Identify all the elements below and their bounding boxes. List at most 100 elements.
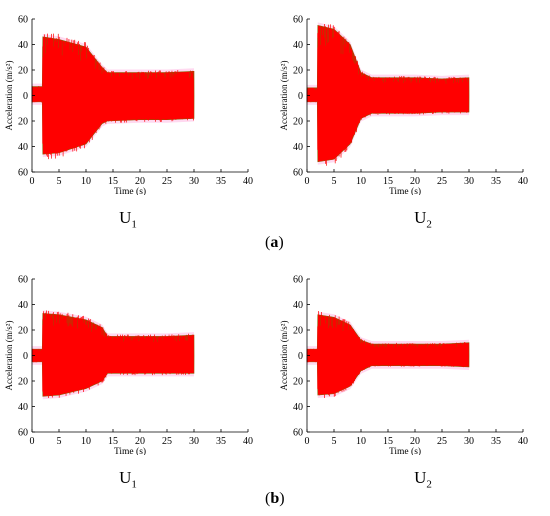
y-tick-label: 0 — [23, 91, 28, 102]
x-tick-label: 10 — [81, 436, 91, 447]
figure-label-letter: b — [270, 490, 280, 507]
x-tick-label: 10 — [356, 176, 366, 187]
x-tick-label: 40 — [243, 436, 253, 447]
y-tick-label: 60 — [18, 428, 28, 439]
x-tick-label: 5 — [332, 436, 337, 447]
y-tick-label: 60 — [293, 15, 303, 26]
y-tick-label: 40 — [18, 142, 28, 153]
y-axis-title: Acceleration (m/s²) — [279, 61, 289, 131]
x-tick-label: 0 — [305, 176, 310, 187]
y-axis-title: Acceleration (m/s²) — [4, 321, 14, 391]
y-tick-label: 20 — [293, 326, 303, 337]
y-tick-label: 20 — [18, 117, 28, 128]
y-tick-label: 0 — [298, 91, 303, 102]
x-tick-label: 25 — [162, 176, 172, 187]
figure-label-a: (a) — [265, 234, 284, 251]
x-tick-label: 5 — [332, 176, 337, 187]
panel-label-text: U — [414, 208, 427, 227]
y-tick-label: 40 — [18, 402, 28, 413]
chart-panel-b-u1: 60 40 20 0 20 40 60 0 5 10 15 20 25 30 35 40 Time (s) Acc… — [0, 265, 275, 456]
x-tick-label: 15 — [383, 436, 393, 447]
panel-label-subscript: 1 — [131, 218, 137, 231]
y-tick-label: 20 — [293, 377, 303, 388]
y-tick-label: 60 — [18, 15, 28, 26]
y-tick-label: 40 — [293, 40, 303, 51]
y-tick-label: 40 — [18, 40, 28, 51]
panel-label-text: U — [119, 208, 132, 227]
x-tick-label: 0 — [30, 176, 35, 187]
x-tick-label: 10 — [81, 176, 91, 187]
signal-spikes — [306, 311, 469, 399]
x-tick-label: 15 — [383, 176, 393, 187]
panel-label-b-u1: U1 — [88, 468, 168, 490]
y-tick-label: 40 — [293, 300, 303, 311]
y-tick-label: 60 — [293, 275, 303, 286]
x-tick-label: 30 — [464, 436, 474, 447]
y-tick-label: 0 — [23, 351, 28, 362]
y-axis-title: Acceleration (m/s²) — [4, 61, 14, 131]
y-tick-label: 20 — [293, 117, 303, 128]
chart-panel-a-u2: 60 40 20 0 20 40 60 0 5 10 15 20 25 30 35 40 Time (s) Acc… — [275, 5, 550, 196]
x-tick-label: 20 — [410, 436, 420, 447]
x-tick-label: 0 — [305, 436, 310, 447]
y-tick-label: 40 — [18, 300, 28, 311]
x-tick-label: 0 — [30, 436, 35, 447]
signal-spikes — [31, 33, 194, 160]
figure-label-b: (b) — [265, 490, 285, 507]
y-tick-label: 40 — [293, 402, 303, 413]
x-tick-label: 25 — [162, 436, 172, 447]
x-tick-label: 5 — [57, 436, 62, 447]
panel-label-subscript: 2 — [426, 218, 432, 231]
x-axis-title: Time (s) — [114, 186, 146, 195]
x-tick-label: 35 — [491, 436, 501, 447]
signal-spikes — [31, 310, 194, 398]
chart-panel-a-u1: 60 40 20 0 20 40 60 0 5 10 15 20 25 30 35 40 Time (s) Acc… — [0, 5, 275, 196]
y-tick-label: 60 — [293, 428, 303, 439]
y-tick-label: 20 — [18, 377, 28, 388]
chart-panel-b-u2: 60 40 20 0 20 40 60 0 5 10 15 20 25 30 35 40 Time (s) Acc… — [275, 265, 550, 456]
x-tick-label: 20 — [135, 176, 145, 187]
x-tick-label: 5 — [57, 176, 62, 187]
y-tick-label: 20 — [18, 66, 28, 77]
x-tick-label: 40 — [518, 176, 528, 187]
x-tick-label: 35 — [216, 176, 226, 187]
y-tick-label: 20 — [293, 66, 303, 77]
x-tick-label: 35 — [491, 176, 501, 187]
x-tick-label: 30 — [189, 436, 199, 447]
panel-label-a-u1: U1 — [88, 208, 168, 230]
figure-label-letter: a — [270, 234, 279, 251]
x-tick-label: 35 — [216, 436, 226, 447]
x-tick-label: 30 — [464, 176, 474, 187]
x-tick-label: 15 — [108, 176, 118, 187]
panel-label-a-u2: U2 — [383, 208, 463, 230]
y-axis-title: Acceleration (m/s²) — [279, 321, 289, 391]
x-tick-label: 15 — [108, 436, 118, 447]
x-tick-label: 20 — [135, 436, 145, 447]
y-tick-label: 0 — [298, 351, 303, 362]
panel-label-b-u2: U2 — [383, 468, 463, 490]
x-axis-title: Time (s) — [114, 446, 146, 455]
x-axis-title: Time (s) — [389, 446, 421, 455]
panel-label-subscript: 2 — [426, 478, 432, 491]
x-tick-label: 40 — [518, 436, 528, 447]
signal-spikes — [306, 24, 469, 166]
panel-label-text: U — [414, 468, 427, 487]
y-tick-label: 40 — [293, 142, 303, 153]
x-tick-label: 20 — [410, 176, 420, 187]
x-tick-label: 25 — [437, 436, 447, 447]
x-axis-title: Time (s) — [389, 186, 421, 195]
panel-label-subscript: 1 — [131, 478, 137, 491]
panel-label-text: U — [119, 468, 132, 487]
x-tick-label: 25 — [437, 176, 447, 187]
x-tick-label: 10 — [356, 436, 366, 447]
y-tick-label: 60 — [18, 168, 28, 179]
y-tick-label: 60 — [293, 168, 303, 179]
y-tick-label: 20 — [18, 326, 28, 337]
x-tick-label: 40 — [243, 176, 253, 187]
y-tick-label: 60 — [18, 275, 28, 286]
x-tick-label: 30 — [189, 176, 199, 187]
